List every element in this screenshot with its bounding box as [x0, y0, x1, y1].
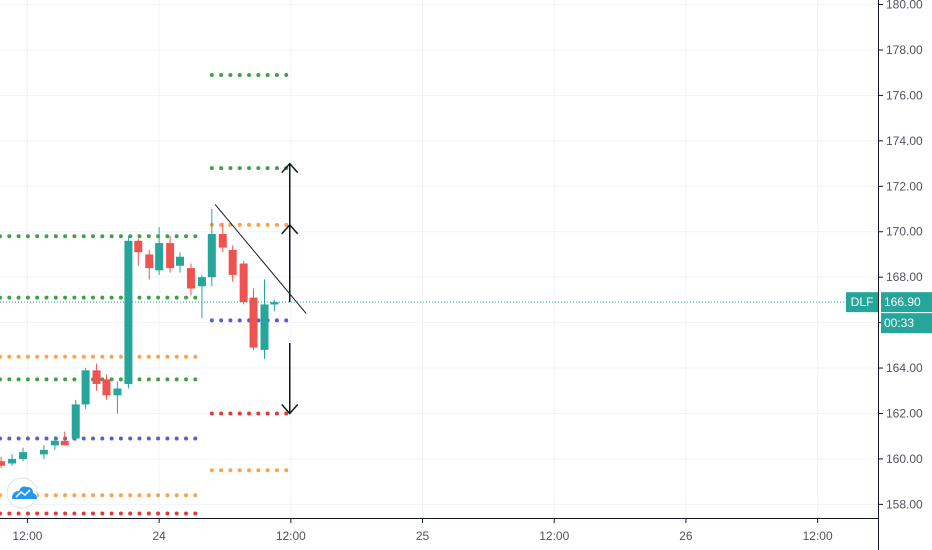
arrow-drawing	[281, 343, 299, 415]
candle	[197, 274, 206, 319]
tradingview-logo-icon[interactable]	[6, 477, 38, 509]
candle-body	[60, 440, 69, 446]
candle	[50, 436, 59, 450]
candle-body	[186, 268, 195, 289]
x-tick-label: 12:00	[803, 529, 833, 543]
candle-body	[239, 263, 248, 303]
symbol-tag	[846, 292, 878, 313]
candlestick-series	[0, 209, 279, 469]
candle-body	[124, 240, 133, 384]
trendline	[214, 204, 307, 314]
price-tags: DLF 166.90 00:33	[846, 292, 932, 334]
y-tick-label: 172.00	[886, 179, 923, 193]
x-tick-label: 12:00	[12, 529, 42, 543]
candle	[239, 261, 248, 305]
candle-body	[197, 277, 206, 287]
candle	[0, 456, 6, 469]
candle	[39, 445, 48, 459]
x-tick-label: 12:00	[276, 529, 306, 543]
candle	[102, 374, 111, 400]
arrow-head	[281, 223, 299, 235]
candle	[228, 245, 237, 282]
y-tick-label: 164.00	[886, 361, 923, 375]
candle-body	[102, 379, 111, 396]
countdown-tag	[881, 313, 932, 334]
chart-axes	[0, 0, 879, 550]
y-tick-label: 174.00	[886, 134, 923, 148]
candle	[175, 252, 184, 273]
y-tick-label: 168.00	[886, 270, 923, 284]
y-tick-label: 178.00	[886, 43, 923, 57]
x-tick-label: 24	[152, 529, 166, 543]
candle	[19, 447, 28, 462]
candle	[8, 454, 17, 466]
candle	[81, 368, 90, 409]
last-price-label: 166.90	[884, 295, 921, 309]
candle	[260, 279, 269, 359]
y-tick-label: 180.00	[886, 0, 923, 12]
arrow-drawing	[281, 223, 299, 278]
candle-body	[71, 404, 80, 439]
candle	[218, 222, 227, 253]
candle	[92, 363, 101, 391]
candle	[124, 236, 133, 389]
candle	[186, 263, 195, 296]
arrow-head	[281, 403, 299, 415]
user-drawings	[214, 162, 307, 415]
x-axis-ticks: 12:00 24 12:00 25 12:00 26 12:00	[12, 518, 833, 543]
y-tick-label: 160.00	[886, 452, 923, 466]
candle-body	[113, 388, 122, 396]
candle-body	[249, 297, 258, 348]
arrow-head	[281, 162, 299, 174]
candle	[270, 299, 279, 312]
candle-body	[50, 440, 59, 446]
candle-body	[0, 461, 6, 466]
candle-body	[8, 458, 17, 464]
candle	[71, 399, 80, 441]
candle-body	[218, 234, 227, 248]
countdown-label: 00:33	[884, 316, 914, 330]
candle-body	[92, 370, 101, 384]
candle-body	[81, 370, 90, 405]
candle	[166, 236, 175, 273]
candle-body	[270, 302, 279, 305]
last-price-tag	[881, 292, 932, 313]
x-tick-label: 25	[416, 529, 430, 543]
y-tick-label: 170.00	[886, 225, 923, 239]
candle-body	[19, 452, 28, 459]
candle	[207, 209, 216, 287]
y-tick-label: 162.00	[886, 406, 923, 420]
pivot-levels	[0, 72, 290, 516]
candle-body	[228, 249, 237, 275]
x-tick-label: 12:00	[539, 529, 569, 543]
candle	[249, 288, 258, 350]
logo-mark	[15, 489, 31, 498]
candle	[145, 249, 154, 280]
candle-body	[175, 256, 184, 266]
candle-body	[134, 240, 143, 253]
candle-body	[166, 243, 175, 269]
candle-body	[145, 254, 154, 269]
candle-body	[39, 449, 48, 455]
candle	[134, 238, 143, 266]
x-tick-label: 26	[679, 529, 693, 543]
y-axis-ticks: 158.00160.00162.00164.00166.00168.00170.…	[878, 0, 923, 511]
candle	[155, 227, 164, 275]
candle	[60, 431, 69, 446]
candle	[113, 381, 122, 414]
candle-body	[260, 304, 269, 350]
symbol-tag-label: DLF	[851, 295, 874, 309]
y-tick-label: 158.00	[886, 497, 923, 511]
candle-body	[207, 234, 216, 278]
y-tick-label: 176.00	[886, 88, 923, 102]
candle-body	[155, 243, 164, 271]
